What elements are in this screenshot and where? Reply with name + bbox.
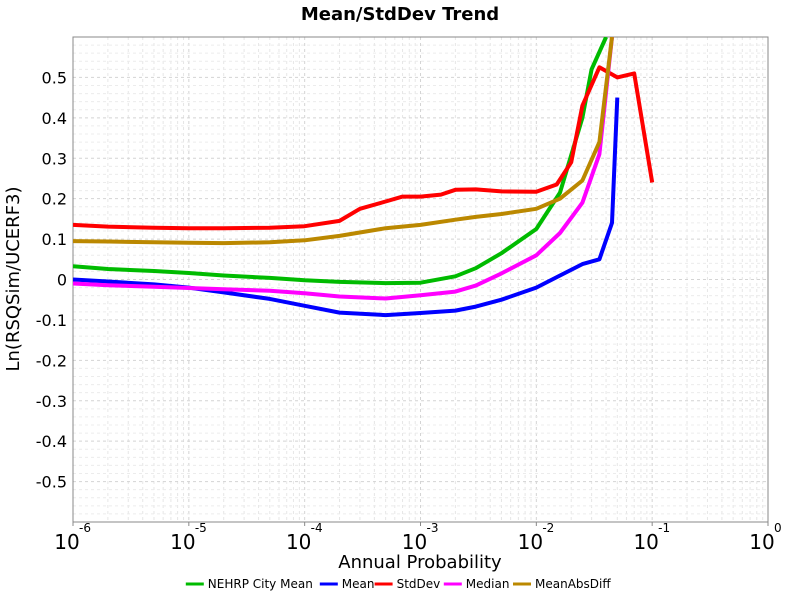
legend: NEHRP City Mean Mean StdDev Median MeanAbsDi… [185,577,611,591]
legend-label-nehrp-city-mean: NEHRP City Mean [208,577,313,591]
grid-lines [72,36,769,523]
x-axis-title: Annual Probability [338,552,502,573]
series-line-stddev [73,65,655,231]
x-tick-label: 10 [54,530,79,554]
x-tick-exponent: -6 [79,521,91,535]
y-tick-label: 0.1 [42,230,67,249]
y-tick-label: 0.5 [42,68,67,87]
y-tick-label: 0.4 [42,109,67,128]
x-tick-label: 10 [170,530,195,554]
x-tick-label: 10 [286,530,311,554]
series-line-median [73,37,614,301]
legend-label-median: Median [466,577,510,591]
x-tick-label: 10 [749,530,774,554]
x-tick-exponent: -4 [311,521,323,535]
x-tick-exponent: -3 [427,521,439,535]
legend-label-mean: Mean [342,577,375,591]
x-tick-exponent: -1 [658,521,670,535]
series-lines [73,37,655,318]
y-tick-label: -0.4 [36,432,67,451]
chart-title: Mean/StdDev Trend [301,4,499,25]
x-tick-label: 10 [633,530,658,554]
x-tick-label: 10 [518,530,543,554]
y-tick-label: -0.3 [36,392,67,411]
x-tick-label: 10 [402,530,427,554]
y-tick-label: -0.2 [36,351,67,370]
y-tick-label: -0.1 [36,311,67,330]
x-tick-exponent: 0 [774,521,782,535]
series-line-nehrp-city-mean [73,37,608,286]
x-tick-exponent: -5 [195,521,207,535]
legend-label-meanabsdiff: MeanAbsDiff [535,577,611,591]
y-tick-label: 0.2 [42,190,67,209]
y-tick-label: 0.3 [42,149,67,168]
legend-label-stddev: StdDev [397,577,441,591]
axes: 0.50.40.30.20.10-0.1-0.2-0.3-0.4-0.510-6… [36,68,782,554]
x-tick-exponent: -2 [542,521,554,535]
series-line-meanabsdiff [73,37,614,246]
y-axis-title: Ln(RSQSim/UCERF3) [3,186,24,371]
y-tick-label: -0.5 [36,473,67,492]
y-tick-label: 0 [57,271,67,290]
